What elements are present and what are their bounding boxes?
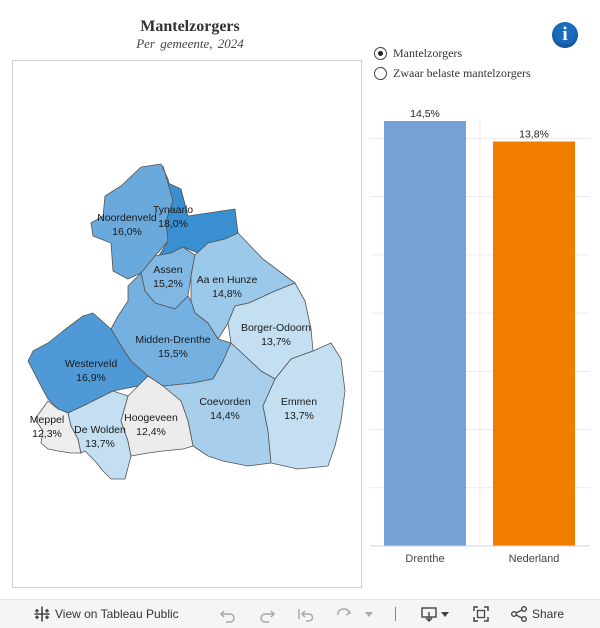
measure-selector: Mantelzorgers Zwaar belaste mantelzorger…: [374, 44, 531, 84]
radio-button-checked[interactable]: [374, 46, 387, 60]
map-labels: Noordenveld 16,0% Tynaarlo 18,0% Assen 1…: [30, 204, 317, 450]
info-icon[interactable]: i: [552, 22, 578, 48]
label-meppel-name: Meppel: [30, 414, 64, 426]
label-hoogeveen-value: 12,4%: [136, 426, 166, 438]
tableau-toolbar: View on Tableau Public Share: [0, 599, 600, 628]
label-borger-odoorn-value: 13,7%: [261, 336, 291, 348]
chart-subtitle: Per gemeente, 2024: [136, 36, 244, 51]
share-button[interactable]: Share: [532, 607, 565, 621]
download-icon[interactable]: [420, 605, 438, 623]
label-de-wolden-name: De Wolden: [74, 424, 126, 436]
bar-nederland[interactable]: [493, 141, 575, 546]
redo-icon[interactable]: [258, 605, 276, 623]
undo-icon[interactable]: [219, 605, 237, 623]
chevron-down-icon[interactable]: [440, 605, 450, 623]
drenthe-map: Noordenveld 16,0% Tynaarlo 18,0% Assen 1…: [27, 163, 346, 480]
label-westerveld-value: 16,9%: [76, 372, 106, 384]
label-midden-drenthe-value: 15,5%: [158, 348, 188, 360]
label-midden-drenthe-name: Midden-Drenthe: [135, 334, 210, 346]
bar-chart: 14,5% 13,8% Drenthe Nederland: [370, 108, 590, 565]
label-hoogeveen-name: Hoogeveen: [124, 412, 178, 424]
label-noordenveld-name: Noordenveld: [97, 212, 157, 224]
label-borger-odoorn-name: Borger-Odoorn: [241, 322, 311, 334]
map-region-de-wolden[interactable]: [67, 390, 132, 480]
revert-icon[interactable]: [297, 605, 315, 623]
label-aa-en-hunze-value: 14,8%: [212, 288, 242, 300]
label-emmen-name: Emmen: [281, 396, 317, 408]
label-de-wolden-value: 13,7%: [85, 438, 115, 450]
category-label-nederland: Nederland: [509, 553, 560, 565]
bar-value-label-nederland: 13,8%: [519, 129, 549, 141]
label-aa-en-hunze-name: Aa en Hunze: [197, 274, 258, 286]
map-panel: Noordenveld 16,0% Tynaarlo 18,0% Assen 1…: [12, 60, 362, 588]
fullscreen-icon[interactable]: [472, 605, 490, 623]
label-coevorden-name: Coevorden: [199, 396, 251, 408]
label-meppel-value: 12,3%: [32, 428, 62, 440]
toolbar-separator: [395, 607, 396, 621]
label-tynaarlo-value: 18,0%: [158, 218, 188, 230]
bar-value-label-drenthe: 14,5%: [410, 108, 440, 120]
radio-button[interactable]: [374, 66, 387, 80]
label-emmen-value: 13,7%: [284, 410, 314, 422]
label-tynaarlo-name: Tynaarlo: [153, 204, 193, 216]
dropdown-icon[interactable]: [363, 605, 375, 623]
label-assen-value: 15,2%: [153, 278, 183, 290]
radio-option-label: Mantelzorgers: [393, 45, 463, 60]
category-label-drenthe: Drenthe: [405, 553, 444, 565]
label-assen-name: Assen: [153, 264, 182, 276]
map-region-hoogeveen[interactable]: [120, 375, 194, 457]
tableau-logo-icon[interactable]: [33, 605, 51, 623]
radio-option-zwaar-belaste[interactable]: Zwaar belaste mantelzorgers: [374, 64, 531, 82]
radio-option-mantelzorgers[interactable]: Mantelzorgers: [374, 44, 531, 62]
share-icon[interactable]: [510, 605, 528, 623]
map-region-noordenveld[interactable]: [90, 163, 174, 280]
refresh-icon[interactable]: [335, 605, 353, 623]
label-westerveld-name: Westerveld: [65, 358, 117, 370]
radio-option-label: Zwaar belaste mantelzorgers: [393, 65, 531, 80]
chart-title: Mantelzorgers: [140, 18, 240, 35]
bar-drenthe[interactable]: [384, 121, 466, 546]
label-noordenveld-value: 16,0%: [112, 226, 142, 238]
map-region-emmen[interactable]: [262, 342, 346, 470]
view-on-tableau-public-link[interactable]: View on Tableau Public: [55, 607, 179, 621]
label-coevorden-value: 14,4%: [210, 410, 240, 422]
